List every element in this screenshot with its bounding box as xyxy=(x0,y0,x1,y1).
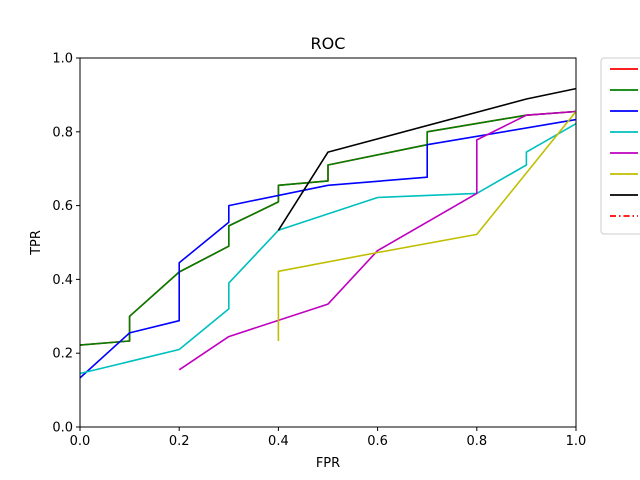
y-tick-label: 0.4 xyxy=(52,273,73,288)
y-tick-label: 1.0 xyxy=(52,52,73,67)
series-line-2 xyxy=(79,110,577,346)
series-line-1 xyxy=(79,110,577,346)
axes-frame xyxy=(79,57,577,428)
y-tick-label: 0.0 xyxy=(52,421,73,436)
y-tick-label: 0.8 xyxy=(52,125,73,140)
x-axis-label: FPR xyxy=(316,456,340,471)
x-tick-label: 0.4 xyxy=(268,434,289,449)
series-line-5 xyxy=(178,110,577,371)
series-line-3 xyxy=(79,118,577,379)
y-axis-label: TPR xyxy=(29,230,44,256)
y-tick-label: 0.6 xyxy=(52,199,73,214)
series-line-7 xyxy=(277,87,577,231)
y-axis-ticks: 0.0 0.2 0.4 0.6 0.8 1.0 xyxy=(52,52,80,436)
x-axis-ticks: 0.0 0.2 0.4 0.6 0.8 1.0 xyxy=(70,427,587,449)
series-line-6 xyxy=(277,110,577,341)
legend-box xyxy=(600,57,640,235)
x-tick-label: 0.2 xyxy=(169,434,190,449)
x-tick-label: 0.0 xyxy=(70,434,91,449)
chart-title: ROC xyxy=(311,34,346,53)
legend xyxy=(600,57,640,235)
x-tick-label: 0.6 xyxy=(367,434,388,449)
x-tick-label: 0.8 xyxy=(466,434,487,449)
x-tick-label: 1.0 xyxy=(566,434,587,449)
series-line-4 xyxy=(79,123,577,375)
y-tick-label: 0.2 xyxy=(52,347,73,362)
series-layer xyxy=(79,87,577,379)
